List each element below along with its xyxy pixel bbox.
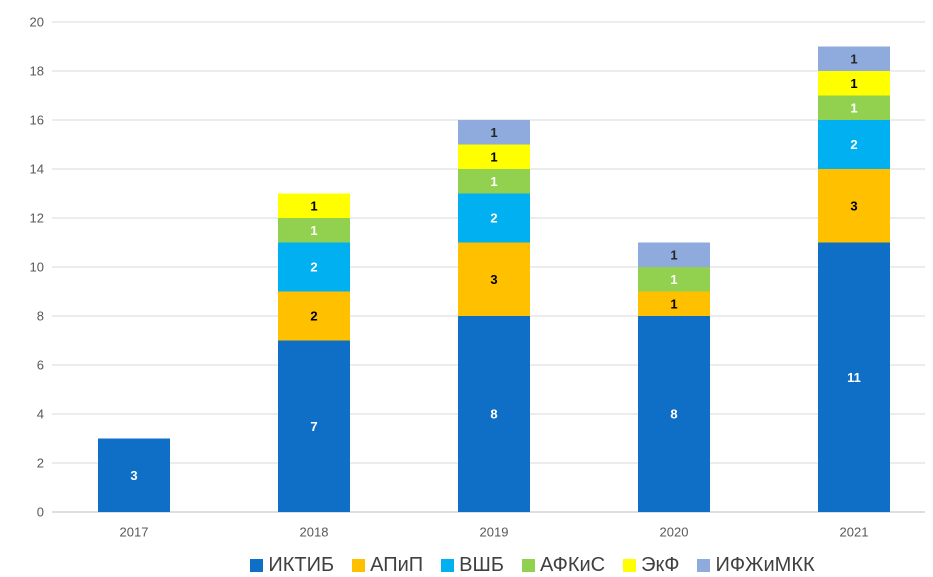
data-label-series4-2021: 1 [850, 100, 857, 115]
legend-swatch-series3 [441, 558, 455, 572]
bar-segment-series1-2017 [98, 438, 170, 512]
legend-label-series4: АФКиС [539, 554, 606, 576]
x-tick-label-2017: 2017 [120, 525, 149, 540]
bar-segment-series1-2018 [278, 340, 350, 512]
y-tick-label-2: 2 [37, 456, 44, 471]
bar-segment-series6-2021 [818, 46, 890, 71]
bar-segment-series4-2021 [818, 95, 890, 120]
x-axis-tick-labels: 2017 2018 2019 2020 2021 [120, 525, 869, 540]
bar-segment-series2-2021 [818, 169, 890, 243]
x-tick-label-2019: 2019 [480, 525, 509, 540]
legend-swatch-series2 [352, 558, 366, 572]
data-label-series3-2018: 2 [310, 260, 317, 275]
legend-swatch-series5 [623, 558, 637, 572]
data-label-series3-2019: 2 [490, 211, 497, 226]
legend-swatch-series6 [697, 558, 711, 572]
data-label-series2-2020: 1 [670, 296, 677, 311]
bar-segment-series6-2020 [638, 242, 710, 267]
y-axis-tick-labels: 0 2 4 6 8 10 12 14 16 18 20 [30, 15, 44, 520]
legend-label-series1: ИКТИБ [268, 554, 335, 576]
data-label-series4-2019: 1 [490, 174, 497, 189]
legend-item-series6: ИФЖиМКК [697, 554, 815, 576]
bar-segment-series2-2019 [458, 242, 530, 316]
data-label-series5-2021: 1 [850, 76, 857, 91]
y-tick-label-18: 18 [30, 64, 44, 79]
bar-segment-series5-2018 [278, 193, 350, 218]
x-tick-label-2020: 2020 [660, 525, 689, 540]
y-tick-label-10: 10 [30, 260, 44, 275]
legend-swatch-series1 [250, 558, 264, 572]
legend-label-series2: АПиП [370, 554, 424, 576]
bar-segment-series4-2019 [458, 169, 530, 194]
bar-segment-series5-2019 [458, 144, 530, 169]
bar-segment-series2-2018 [278, 291, 350, 341]
y-tick-label-0: 0 [37, 505, 44, 520]
data-label-series3-2021: 2 [850, 137, 857, 152]
data-label-series1-2017: 3 [130, 468, 137, 483]
data-label-series6-2021: 1 [850, 51, 857, 66]
bar-segment-series1-2019 [458, 316, 530, 512]
bar-segment-series5-2021 [818, 71, 890, 96]
data-label-series2-2018: 2 [310, 309, 317, 324]
y-tick-label-4: 4 [37, 407, 44, 422]
y-tick-label-6: 6 [37, 358, 44, 373]
legend-item-series3: ВШБ [441, 554, 504, 576]
data-label-series1-2020: 8 [670, 407, 677, 422]
legend-item-series5: ЭкФ [623, 554, 679, 576]
data-label-series5-2018: 1 [310, 198, 317, 213]
data-label-series1-2018: 7 [310, 419, 317, 434]
y-tick-label-12: 12 [30, 211, 44, 226]
data-label-series5-2019: 1 [490, 149, 497, 164]
y-tick-label-14: 14 [30, 162, 44, 177]
data-label-series6-2020: 1 [670, 247, 677, 262]
data-label-series2-2021: 3 [850, 198, 857, 213]
legend-item-series4: АФКиС [521, 554, 606, 576]
data-label-series6-2019: 1 [490, 125, 497, 140]
legend-label-series6: ИФЖиМКК [715, 554, 815, 576]
x-tick-label-2018: 2018 [300, 525, 329, 540]
bar-segment-series2-2020 [638, 291, 710, 316]
bar-segment-series6-2019 [458, 120, 530, 145]
x-tick-label-2021: 2021 [840, 525, 869, 540]
y-tick-label-16: 16 [30, 113, 44, 128]
bar-segment-series4-2020 [638, 267, 710, 292]
bar-segments [98, 46, 890, 512]
bar-segment-series3-2021 [818, 120, 890, 169]
bar-segment-series4-2018 [278, 218, 350, 243]
data-label-series1-2021: 11 [847, 370, 861, 385]
legend-label-series3: ВШБ [459, 554, 504, 576]
legend: ИКТИБ АПиП ВШБ АФКиС ЭкФ ИФЖиМКК [132, 554, 933, 576]
legend-item-series2: АПиП [352, 554, 423, 576]
bar-segment-series1-2020 [638, 316, 710, 512]
y-tick-label-8: 8 [37, 309, 44, 324]
y-tick-label-20: 20 [30, 15, 44, 30]
legend-swatch-series4 [521, 558, 535, 572]
data-label-series4-2020: 1 [670, 272, 677, 287]
data-label-series2-2019: 3 [490, 272, 497, 287]
legend-item-series1: ИКТИБ [250, 554, 334, 576]
bar-segment-series3-2018 [278, 242, 350, 292]
data-label-series4-2018: 1 [310, 223, 317, 238]
legend-label-series5: ЭкФ [641, 554, 680, 576]
bar-segment-series3-2019 [458, 193, 530, 243]
bar-segment-series1-2021 [818, 242, 890, 512]
data-label-series1-2019: 8 [490, 407, 497, 422]
